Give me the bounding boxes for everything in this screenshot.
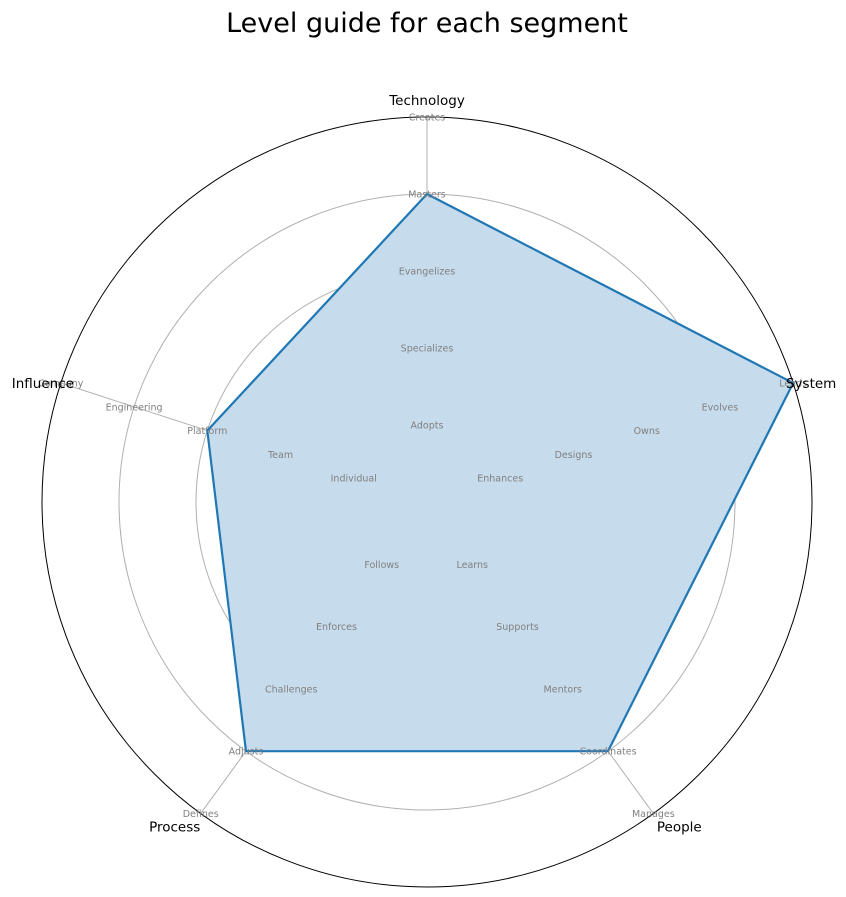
labels-layer: Adopts Specializes Evangelizes Masters Creat… [12,93,837,835]
level-label-challenges: Challenges [265,684,317,695]
level-label-team: Team [267,450,293,461]
axis-label-people: People [657,819,702,835]
level-label-specializes: Specializes [401,344,454,355]
level-label-platform: Platform [187,426,227,437]
level-label-defines: Defines [183,809,219,820]
level-label-enhances: Enhances [477,474,523,485]
series-line-0 [206,192,795,753]
level-label-follows: Follows [364,560,399,571]
level-label-manages: Manages [632,809,675,820]
level-label-evolves: Evolves [702,402,739,413]
level-label-coordinates: Coordinates [580,747,637,758]
level-label-creates: Creates [409,113,446,124]
axis-label-influence: Influence [12,376,74,392]
level-label-company: Company [38,379,84,390]
level-label-evangelizes: Evangelizes [399,267,455,278]
level-label-leads: Leads [779,379,807,390]
level-label-owns: Owns [634,426,660,437]
level-label-supports: Supports [496,622,539,633]
level-label-masters: Masters [408,190,445,201]
level-label-learns: Learns [457,560,489,571]
level-label-adopts: Adopts [411,421,444,432]
series-area-0 [207,194,794,752]
level-label-designs: Designs [555,450,593,461]
level-label-adjusts: Adjusts [229,747,264,758]
axis-label-system: System [786,376,836,392]
level-label-individual: Individual [331,474,377,485]
level-label-mentors: Mentors [544,684,583,695]
axis-label-technology: Technology [388,93,465,109]
level-label-engineering: Engineering [106,402,163,413]
series-layer [206,192,795,753]
chart-title: Level guide for each segment [226,8,628,39]
level-label-enforces: Enforces [316,622,357,633]
axis-label-process: Process [149,819,200,835]
